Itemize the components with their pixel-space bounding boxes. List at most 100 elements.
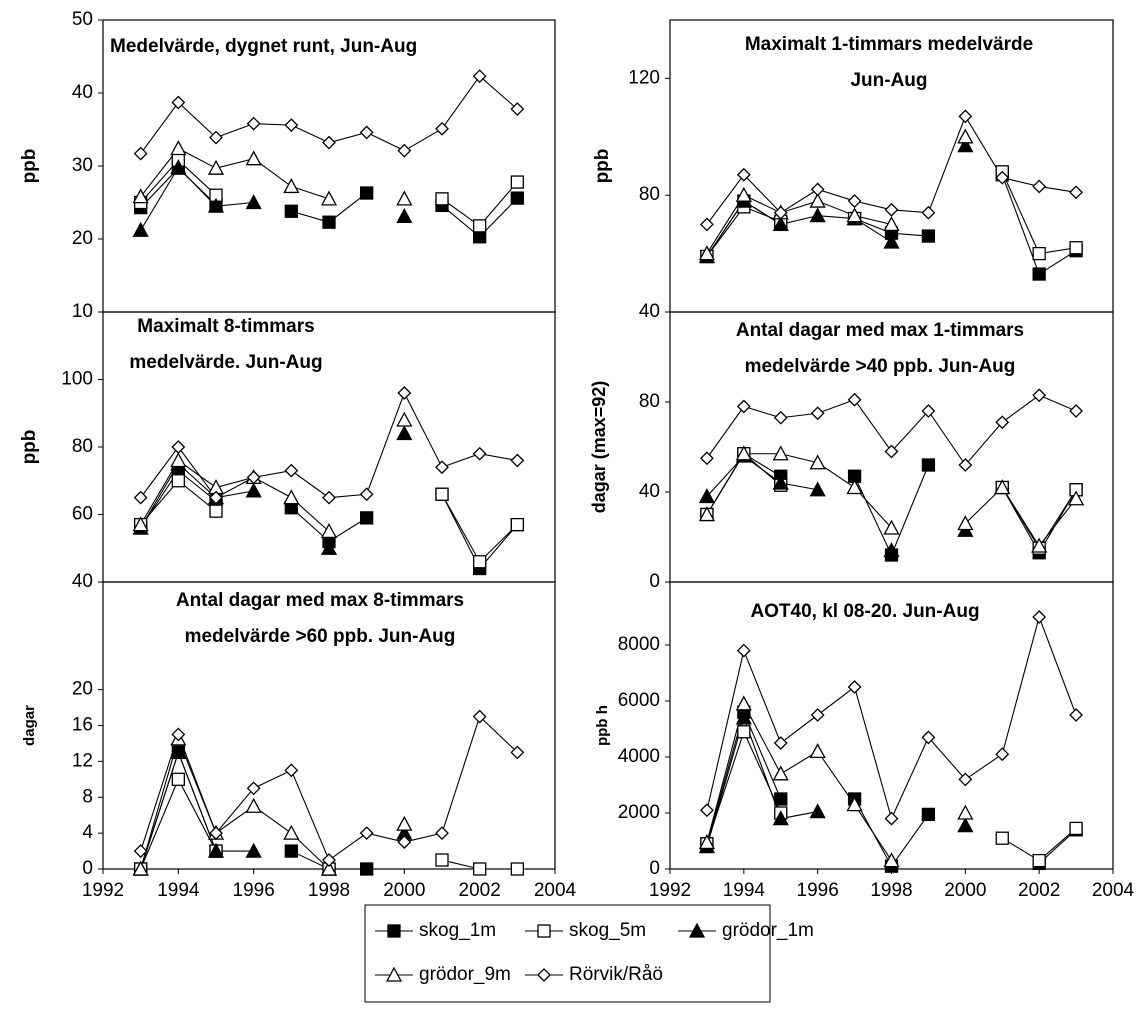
data-point <box>957 137 974 153</box>
data-point <box>958 772 973 787</box>
data-point <box>245 150 262 166</box>
data-point <box>883 542 900 558</box>
y-tick-label: 20 <box>72 228 93 249</box>
data-point <box>773 205 788 220</box>
data-point <box>320 539 338 555</box>
data-point <box>510 862 524 876</box>
y-tick-label: 80 <box>72 436 93 457</box>
data-point <box>698 506 716 522</box>
x-tick-label: 1992 <box>649 880 691 901</box>
panel-title: Antal dagar med max 1-timmars <box>736 320 1024 341</box>
data-point <box>847 392 862 407</box>
data-point <box>397 386 412 400</box>
data-point <box>207 159 225 175</box>
data-point <box>322 135 336 150</box>
data-point <box>472 446 487 461</box>
y-tick-label: 40 <box>639 301 660 322</box>
data-point <box>246 116 261 131</box>
data-point <box>435 460 449 475</box>
data-point <box>246 470 261 485</box>
data-point <box>209 490 223 505</box>
data-point <box>209 130 223 145</box>
legend-marker <box>387 924 401 938</box>
y-axis-label: ppb h <box>594 705 611 746</box>
data-point <box>846 796 863 812</box>
legend-label: skog_5m <box>569 920 646 941</box>
y-tick-label: 16 <box>72 715 93 736</box>
series-line <box>140 391 518 499</box>
data-point <box>772 216 789 232</box>
data-point <box>397 835 412 850</box>
data-point <box>435 121 449 136</box>
data-point <box>810 708 825 722</box>
data-point <box>883 519 900 535</box>
data-point <box>209 826 223 841</box>
data-point <box>772 445 789 461</box>
data-point <box>435 487 449 501</box>
data-point <box>510 517 524 532</box>
data-point <box>284 463 299 478</box>
data-point <box>284 204 298 218</box>
data-point <box>322 215 336 229</box>
x-tick-label: 1994 <box>157 880 200 901</box>
data-point <box>735 186 752 202</box>
data-point <box>473 230 487 244</box>
y-tick-label: 80 <box>639 184 660 205</box>
y-axis-label: dagar <box>21 705 38 746</box>
data-point <box>171 474 185 488</box>
legend-marker <box>385 966 403 982</box>
data-point <box>883 216 900 232</box>
data-point <box>1032 246 1046 261</box>
data-point <box>360 511 374 525</box>
data-point <box>921 229 936 243</box>
legend-label: grödor_1m <box>722 920 814 941</box>
data-point <box>921 807 936 822</box>
data-point <box>699 451 714 466</box>
data-point <box>921 404 936 418</box>
plot-frame <box>102 19 556 313</box>
panel-title: Jun-Aug <box>850 70 927 91</box>
data-point <box>699 217 714 232</box>
x-tick-label: 2004 <box>1092 880 1135 901</box>
data-point <box>773 410 788 425</box>
data-point <box>921 458 936 472</box>
data-point <box>774 792 788 806</box>
data-point <box>284 844 298 858</box>
data-point <box>360 186 374 200</box>
data-point <box>735 709 752 725</box>
series-line <box>141 752 405 869</box>
data-point <box>510 102 525 116</box>
data-point <box>773 736 788 750</box>
data-point <box>995 415 1010 430</box>
data-point <box>245 194 262 210</box>
y-tick-label: 0 <box>649 858 660 879</box>
data-point <box>322 853 336 867</box>
data-point <box>883 852 900 868</box>
data-point <box>809 207 826 223</box>
data-point <box>809 743 826 759</box>
data-point <box>435 826 449 841</box>
data-point <box>510 175 524 189</box>
data-point <box>698 834 716 850</box>
data-point <box>699 803 714 818</box>
x-tick-label: 1998 <box>308 880 350 901</box>
data-point <box>1069 404 1084 418</box>
panel-title: medelvärde. Jun-Aug <box>129 352 322 373</box>
data-point <box>1069 821 1083 836</box>
data-point <box>510 191 524 205</box>
x-tick-label: 1996 <box>797 880 839 901</box>
x-tick-label: 2004 <box>534 880 577 901</box>
y-tick-label: 120 <box>628 67 660 88</box>
x-tick-label: 2000 <box>944 880 986 901</box>
data-point <box>170 452 187 468</box>
legend-marker <box>688 922 706 938</box>
data-point <box>171 440 186 454</box>
data-point <box>698 245 716 261</box>
data-point <box>359 487 374 502</box>
y-tick-label: 4000 <box>618 746 660 767</box>
data-point <box>847 194 862 208</box>
data-point <box>772 810 789 826</box>
data-point <box>359 826 374 841</box>
data-point <box>1067 490 1085 506</box>
